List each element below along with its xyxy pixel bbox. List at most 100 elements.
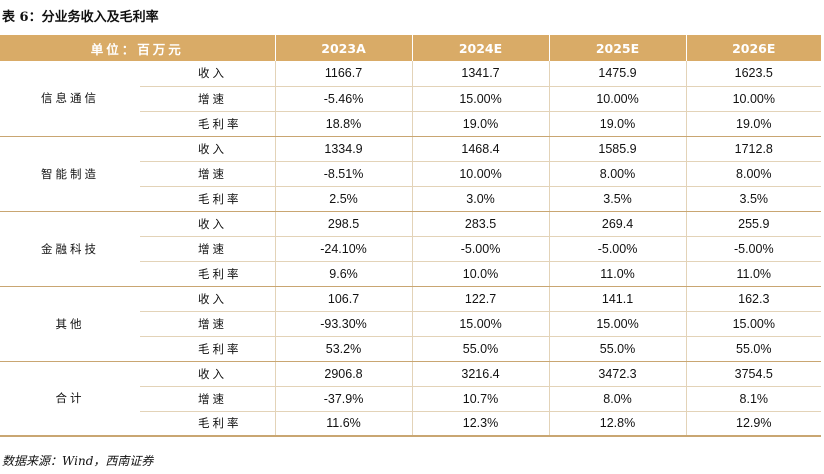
metric-label: 毛利率 [140,336,276,362]
value-cell: -8.51% [274,161,413,187]
value-cell: 10.00% [411,161,550,187]
value-cell: 15.00% [548,311,687,337]
table-title: 表 6：分业务收入及毛利率 [2,10,159,25]
table-row: 增速 -93.30% 15.00% 15.00% 15.00% [0,311,822,337]
value-cell: -24.10% [274,236,413,262]
value-cell: 53.2% [274,336,413,362]
value-cell: 1623.5 [685,61,822,87]
segment-name: 合计 [0,361,140,437]
metric-label: 增速 [140,311,276,337]
value-cell: -5.46% [274,86,413,112]
value-cell: 10.00% [685,86,822,112]
value-cell: 12.9% [685,411,822,437]
year-header: 2025E [548,35,687,61]
revenue-margin-table: 单位：百万元 2023A 2024E 2025E 2026E 信息通信 收入 116… [0,35,822,437]
metric-label: 增速 [140,86,276,112]
value-cell: 106.7 [274,286,413,312]
value-cell: 283.5 [411,211,550,237]
value-cell: -5.00% [548,236,687,262]
metric-label: 收入 [140,286,276,312]
year-header: 2023A [274,35,413,61]
value-cell: 255.9 [685,211,822,237]
metric-label: 毛利率 [140,186,276,212]
header-row: 单位：百万元 2023A 2024E 2025E 2026E [0,35,822,61]
value-cell: 8.0% [548,386,687,412]
value-cell: 55.0% [548,336,687,362]
value-cell: 55.0% [411,336,550,362]
segment-name: 信息通信 [0,61,140,137]
value-cell: 3472.3 [548,361,687,387]
table-row: 智能制造 收入 1334.9 1468.4 1585.9 1712.8 [0,136,822,212]
value-cell: 1334.9 [274,136,413,162]
value-cell: 15.00% [411,311,550,337]
table-row: 毛利率 18.8% 19.0% 19.0% 19.0% [0,111,822,137]
value-cell: 10.00% [548,86,687,112]
value-cell: 10.7% [411,386,550,412]
metric-label: 增速 [140,161,276,187]
value-cell: 3.5% [548,186,687,212]
value-cell: 9.6% [274,261,413,287]
value-cell: 11.0% [548,261,687,287]
value-cell: 1712.8 [685,136,822,162]
value-cell: 8.00% [548,161,687,187]
data-source: 数据来源：Wind，西南证券 [2,454,154,468]
segment-name: 其他 [0,286,140,362]
table-row: 毛利率 11.6% 12.3% 12.8% 12.9% [0,411,822,437]
value-cell: 15.00% [685,311,822,337]
value-cell: 11.6% [274,411,413,437]
value-cell: 10.0% [411,261,550,287]
value-cell: 3754.5 [685,361,822,387]
value-cell: 1166.7 [274,61,413,87]
table-row: 增速 -37.9% 10.7% 8.0% 8.1% [0,386,822,412]
value-cell: -5.00% [685,236,822,262]
table-row: 增速 -8.51% 10.00% 8.00% 8.00% [0,161,822,187]
value-cell: 122.7 [411,286,550,312]
table-row: 合计 收入 2906.8 3216.4 3472.3 3754.5 [0,361,822,437]
value-cell: 12.3% [411,411,550,437]
value-cell: 19.0% [548,111,687,137]
value-cell: 19.0% [685,111,822,137]
value-cell: 18.8% [274,111,413,137]
metric-label: 毛利率 [140,411,276,437]
segment-name: 金融科技 [0,211,140,287]
value-cell: 269.4 [548,211,687,237]
metric-label: 收入 [140,136,276,162]
value-cell: -37.9% [274,386,413,412]
value-cell: -93.30% [274,311,413,337]
metric-label: 收入 [140,361,276,387]
value-cell: 11.0% [685,261,822,287]
segment-name: 智能制造 [0,136,140,212]
metric-label: 毛利率 [140,111,276,137]
value-cell: 3.5% [685,186,822,212]
value-cell: 1475.9 [548,61,687,87]
table-row: 毛利率 9.6% 10.0% 11.0% 11.0% [0,261,822,287]
metric-label: 收入 [140,211,276,237]
table-row: 其他 收入 106.7 122.7 141.1 162.3 [0,286,822,362]
value-cell: 15.00% [411,86,550,112]
value-cell: 8.00% [685,161,822,187]
metric-label: 增速 [140,386,276,412]
table-row: 金融科技 收入 298.5 283.5 269.4 255.9 [0,211,822,287]
metric-label: 毛利率 [140,261,276,287]
table-row: 毛利率 53.2% 55.0% 55.0% 55.0% [0,336,822,362]
unit-header: 单位：百万元 [0,35,276,61]
metric-label: 收入 [140,61,276,87]
value-cell: 55.0% [685,336,822,362]
table-row: 增速 -5.46% 15.00% 10.00% 10.00% [0,86,822,112]
value-cell: 8.1% [685,386,822,412]
value-cell: 298.5 [274,211,413,237]
year-header: 2026E [685,35,822,61]
value-cell: 12.8% [548,411,687,437]
value-cell: -5.00% [411,236,550,262]
year-header: 2024E [411,35,550,61]
value-cell: 3.0% [411,186,550,212]
value-cell: 162.3 [685,286,822,312]
value-cell: 2906.8 [274,361,413,387]
table-row: 信息通信 收入 1166.7 1341.7 1475.9 1623.5 [0,61,822,137]
value-cell: 1341.7 [411,61,550,87]
value-cell: 141.1 [548,286,687,312]
value-cell: 2.5% [274,186,413,212]
table-row: 毛利率 2.5% 3.0% 3.5% 3.5% [0,186,822,212]
value-cell: 3216.4 [411,361,550,387]
metric-label: 增速 [140,236,276,262]
